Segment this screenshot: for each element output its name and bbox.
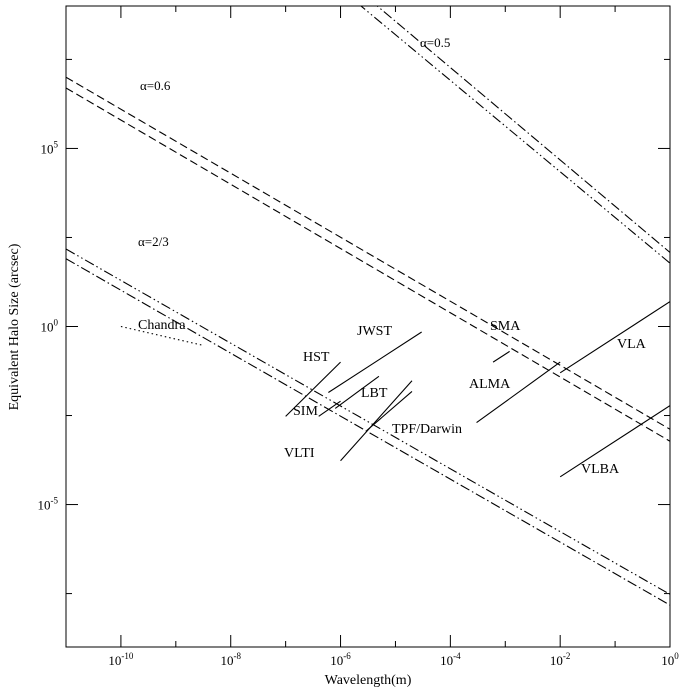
series-label-2: α=0.5	[420, 35, 450, 50]
instrument-line-sma	[492, 350, 510, 363]
instrument-line-vlti	[340, 380, 413, 462]
x-tick-exponent: -10	[121, 651, 133, 661]
x-axis-label: Wavelength(m)	[325, 673, 412, 688]
instrument-label-tpf-darwin: TPF/Darwin	[392, 422, 462, 437]
instrument-label-chandra: Chandra	[138, 318, 186, 333]
series-line-0	[66, 76, 670, 430]
instrument-line-sim	[318, 400, 341, 417]
instrument-label-vla: VLA	[617, 337, 647, 352]
instrument-line-alma	[476, 361, 561, 424]
instrument-label-sim: SIM	[293, 404, 318, 419]
x-tick-label: 100	[661, 651, 679, 668]
labels-layer: α=0.6 α=0.5 α=2/3 Chandra HST JWST SIM LBT VLTI T…	[138, 35, 647, 477]
series-line-2	[360, 6, 670, 264]
x-tick-exponent: -4	[453, 651, 461, 661]
instrument-line-vlba	[559, 405, 670, 478]
x-tick-label: 10-10	[108, 651, 133, 668]
y-axis-label: Equivalent Halo Size (arcsec)	[7, 243, 22, 410]
instrument-layer	[120, 301, 670, 478]
y-tick-exponent: 5	[54, 139, 59, 149]
instrument-line-hst	[285, 361, 341, 417]
instrument-label-vlba: VLBA	[581, 462, 620, 477]
y-tick-label: 100	[41, 318, 59, 335]
y-tick-exponent: -5	[51, 496, 59, 506]
y-tick-exponent: 0	[54, 318, 59, 328]
instrument-label-vlti: VLTI	[284, 446, 315, 461]
x-tick-label: 10-8	[220, 651, 241, 668]
x-tick-label: 10-4	[440, 651, 461, 668]
x-tick-exponent: -6	[343, 651, 351, 661]
x-tick-exponent: -2	[563, 651, 571, 661]
instrument-label-jwst: JWST	[357, 324, 392, 339]
instrument-line-jwst	[328, 331, 422, 393]
x-tick-label: 10-6	[330, 651, 351, 668]
x-tick-label: 10-2	[550, 651, 571, 668]
instrument-line-tpf-darwin	[366, 391, 413, 431]
instrument-line-vla	[559, 301, 670, 374]
instrument-line-chandra	[120, 325, 203, 346]
x-tick-exponent: -8	[233, 651, 241, 661]
series-line-5	[66, 258, 670, 606]
series-layer	[66, 6, 670, 606]
y-tick-label: 105	[41, 139, 59, 156]
instrument-label-alma: ALMA	[469, 377, 511, 392]
x-tick-exponent: 0	[674, 651, 679, 661]
instrument-label-lbt: LBT	[361, 386, 388, 401]
series-line-4	[66, 248, 670, 595]
series-label-0: α=0.6	[140, 78, 171, 93]
instrument-label-sma: SMA	[490, 319, 521, 334]
series-line-1	[66, 87, 670, 442]
y-tick-label: 10-5	[38, 496, 59, 513]
instrument-label-hst: HST	[303, 350, 330, 365]
instrument-line-lbt	[334, 375, 380, 409]
series-label-4: α=2/3	[138, 234, 169, 249]
series-line-3	[376, 6, 670, 253]
